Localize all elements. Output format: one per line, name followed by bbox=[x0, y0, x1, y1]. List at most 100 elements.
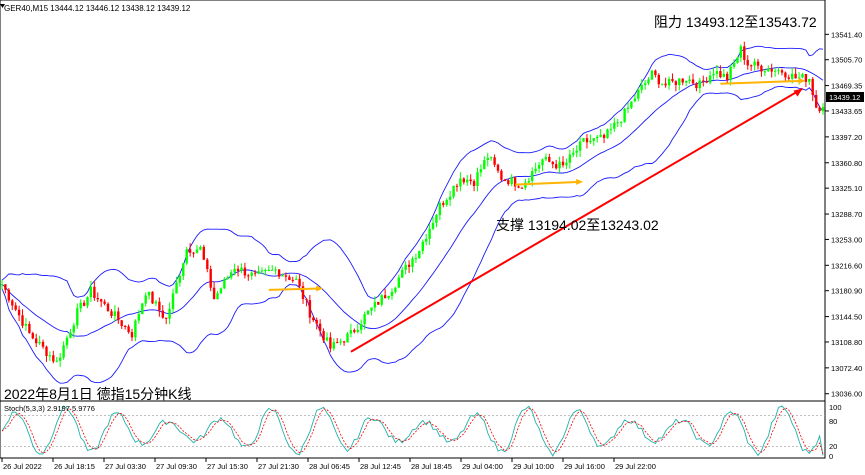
candle-body bbox=[739, 46, 743, 58]
candle-body bbox=[732, 62, 736, 67]
chart-header: GER40,M15 13444.12 13446.12 13438.12 134… bbox=[4, 4, 191, 13]
time-axis: 26 Jul 2022 26 Jul 18:15 27 Jul 03:30 27 Ju… bbox=[1, 458, 656, 471]
candle-body bbox=[794, 73, 797, 79]
candle-body bbox=[797, 77, 801, 79]
x-tick-label: 27 Jul 15:30 bbox=[207, 462, 248, 471]
x-tick-label: 29 Jul 16:00 bbox=[564, 462, 605, 471]
candle-body bbox=[17, 309, 21, 316]
candle-body bbox=[678, 78, 681, 85]
y-tick-label: 13433.65 bbox=[831, 107, 862, 116]
candle-body bbox=[161, 310, 164, 318]
trend-line bbox=[350, 87, 803, 353]
candle-body bbox=[592, 138, 595, 141]
candle-body bbox=[182, 263, 185, 276]
candle-body bbox=[623, 108, 626, 122]
x-tick-label: 28 Jul 12:45 bbox=[360, 462, 401, 471]
candle-body bbox=[801, 74, 804, 78]
candle-body bbox=[708, 75, 712, 83]
y-tick-label: 13253.00 bbox=[831, 235, 862, 244]
candle-body bbox=[349, 330, 353, 334]
price-axis: 13541.40 13505.70 13469.35 13433.65 13397.20… bbox=[825, 30, 862, 399]
candle-body bbox=[558, 161, 561, 169]
candle-body bbox=[702, 80, 705, 82]
candle-body bbox=[640, 85, 643, 90]
candle-body bbox=[117, 311, 120, 321]
candle-body bbox=[425, 238, 428, 242]
candle-body bbox=[479, 169, 483, 173]
candle-body bbox=[295, 278, 298, 280]
candle-body bbox=[667, 79, 671, 86]
y-tick-label: 13360.80 bbox=[831, 159, 862, 168]
price-tag-bg bbox=[826, 92, 864, 102]
candle-body bbox=[141, 303, 144, 315]
candle-body bbox=[59, 357, 62, 361]
candle-body bbox=[472, 181, 476, 186]
chevron-down-icon[interactable] bbox=[0, 4, 5, 8]
support-arrow bbox=[268, 287, 321, 291]
candle-body bbox=[188, 249, 192, 253]
candle-body bbox=[342, 341, 346, 343]
candle-body bbox=[688, 79, 691, 81]
candle-body bbox=[654, 70, 657, 75]
candle-body bbox=[613, 122, 616, 129]
candle-body bbox=[753, 61, 756, 66]
candle-body bbox=[719, 71, 722, 78]
x-tick-label: 29 Jul 10:00 bbox=[513, 462, 554, 471]
candle-body bbox=[147, 291, 151, 296]
stoch-level-20: 20 bbox=[829, 442, 837, 451]
candle-body bbox=[336, 342, 339, 344]
candle-body bbox=[496, 164, 500, 171]
candle-body bbox=[428, 228, 431, 239]
candle-body bbox=[773, 70, 777, 72]
support-label: 支撑 13194.02至13243.02 bbox=[496, 217, 659, 233]
candle-body bbox=[599, 134, 602, 137]
candle-body bbox=[544, 156, 548, 160]
candle-body bbox=[240, 267, 243, 271]
candle-body bbox=[38, 341, 41, 344]
candle-body bbox=[154, 301, 158, 304]
candle-body bbox=[236, 268, 240, 271]
candle-body bbox=[462, 178, 465, 183]
candle-body bbox=[448, 196, 452, 200]
candle-body bbox=[726, 73, 729, 80]
candle-body bbox=[520, 187, 524, 189]
candle-body bbox=[643, 83, 647, 85]
y-tick-label: 13108.80 bbox=[831, 338, 862, 347]
candle-body bbox=[510, 177, 513, 185]
candle-body bbox=[175, 282, 178, 294]
candle-body bbox=[401, 269, 404, 278]
candle-body bbox=[760, 65, 763, 72]
candle-body bbox=[808, 78, 811, 82]
candle-body bbox=[548, 156, 551, 162]
candle-body bbox=[277, 269, 281, 277]
candle-body bbox=[602, 134, 606, 138]
candle-body bbox=[366, 310, 370, 315]
candle-body bbox=[130, 332, 134, 338]
candle-body bbox=[633, 98, 637, 102]
candle-body bbox=[11, 300, 14, 306]
candle-body bbox=[212, 287, 216, 299]
candle-body bbox=[346, 333, 349, 343]
price-tag: 13439.12 bbox=[829, 93, 860, 102]
candle-body bbox=[322, 331, 325, 341]
candle-body bbox=[767, 68, 770, 72]
candle-body bbox=[127, 326, 130, 333]
candle-body bbox=[411, 258, 414, 267]
candle-body bbox=[223, 279, 226, 289]
candle-body bbox=[168, 308, 171, 319]
candle-body bbox=[421, 241, 424, 251]
candle-body bbox=[250, 272, 253, 276]
candle-body bbox=[534, 168, 537, 172]
stoch-lines bbox=[0, 405, 825, 457]
candle-body bbox=[110, 311, 113, 316]
candle-body bbox=[185, 249, 188, 264]
stoch-level-80: 80 bbox=[829, 417, 837, 426]
candle-body bbox=[79, 302, 82, 309]
candle-body bbox=[318, 323, 322, 332]
candle-body bbox=[442, 203, 445, 205]
y-tick-label: 13541.40 bbox=[831, 30, 862, 39]
candle-body bbox=[230, 272, 233, 278]
y-tick-label: 13288.70 bbox=[831, 210, 862, 219]
candle-body bbox=[312, 317, 315, 320]
